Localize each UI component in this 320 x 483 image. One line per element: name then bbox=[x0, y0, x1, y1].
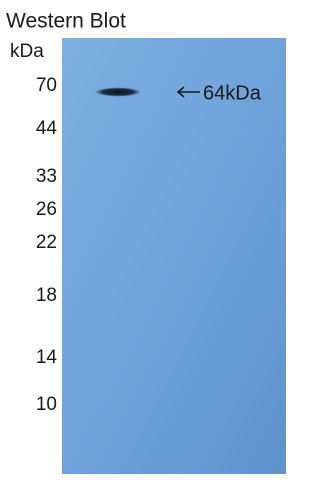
marker-label: 22 bbox=[36, 232, 57, 253]
marker-label: 18 bbox=[36, 285, 57, 306]
marker-label: 14 bbox=[36, 347, 58, 368]
western-blot-figure: Western Blot kDa 70 44 33 26 22 18 14 10… bbox=[0, 0, 288, 478]
marker-label: 10 bbox=[36, 394, 57, 415]
title: Western Blot bbox=[6, 10, 126, 33]
marker-label: 26 bbox=[36, 199, 57, 220]
band-annotation: 64kDa bbox=[203, 82, 262, 104]
protein-band bbox=[96, 88, 140, 97]
marker-label: 33 bbox=[36, 166, 57, 187]
marker-label: 44 bbox=[36, 118, 58, 139]
page: Western Blot kDa 70 44 33 26 22 18 14 10… bbox=[0, 0, 288, 478]
marker-unit: kDa bbox=[10, 41, 44, 62]
marker-label: 70 bbox=[36, 75, 57, 96]
